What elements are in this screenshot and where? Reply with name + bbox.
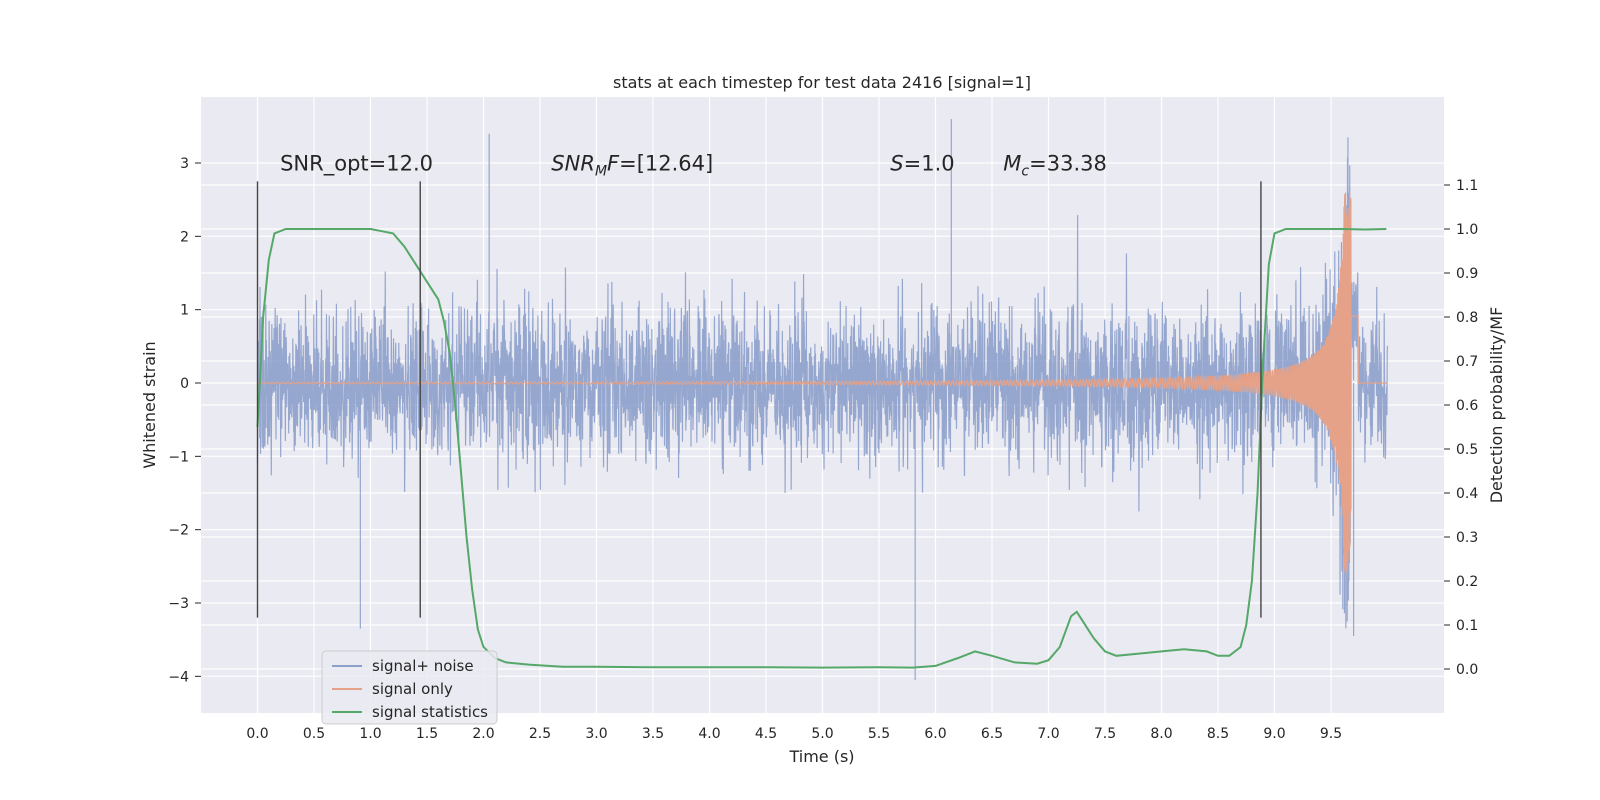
x-tick-label: 3.5 <box>642 726 664 742</box>
x-axis-label: Time (s) <box>788 747 854 766</box>
series-signal-only <box>257 192 1388 574</box>
x-tick-label: 4.0 <box>698 726 720 742</box>
y2-tick-label: 0.2 <box>1456 574 1478 590</box>
x-tick-label: 2.5 <box>529 726 551 742</box>
y2-tick-label: 0.7 <box>1456 354 1478 370</box>
x-tick-label: 8.0 <box>1150 726 1172 742</box>
annotation-text: Mc=33.38 <box>1003 151 1107 179</box>
y-tick-label: −4 <box>168 669 189 685</box>
y2-tick-label: 0.4 <box>1456 486 1478 502</box>
x-tick-label: 9.5 <box>1320 726 1342 742</box>
y-tick-label: 1 <box>180 303 189 319</box>
x-tick-label: 3.0 <box>585 726 607 742</box>
legend-label: signal statistics <box>372 703 488 721</box>
series-signal-statistics <box>256 228 1387 669</box>
series-layer <box>256 119 1389 680</box>
y-axis-ticks: 3 2 1 0 −1 −2 −3 −4 <box>168 156 201 685</box>
annotations: SNR_opt=12.0 SNRMF=[12.64] S=1.0 Mc=33.38 <box>280 151 1107 179</box>
annotation-text: SNR_opt=12.0 <box>280 151 433 176</box>
y-tick-label: −1 <box>168 449 189 465</box>
x-tick-label: 2.0 <box>472 726 494 742</box>
y-tick-label: −2 <box>168 523 189 539</box>
y2-tick-label: 0.6 <box>1456 398 1478 414</box>
vertical-markers <box>256 181 1262 618</box>
legend: signal+ noise signal only signal statistic… <box>321 650 498 725</box>
x-tick-label: 1.5 <box>416 726 438 742</box>
y2-tick-label: 0.9 <box>1456 266 1478 282</box>
annotation-text: S=1.0 <box>890 151 954 175</box>
x-tick-label: 0.5 <box>303 726 325 742</box>
x-tick-label: 9.0 <box>1263 726 1285 742</box>
x-tick-label: 7.5 <box>1094 726 1116 742</box>
y2-tick-label: 0.3 <box>1456 530 1478 546</box>
y2-tick-label: 0.5 <box>1456 442 1478 458</box>
chart-title: stats at each timestep for test data 241… <box>613 73 1031 92</box>
x-tick-label: 7.0 <box>1037 726 1059 742</box>
x-tick-label: 4.5 <box>755 726 777 742</box>
x-tick-label: 5.5 <box>868 726 890 742</box>
y-tick-label: 0 <box>180 376 189 392</box>
y-tick-label: −3 <box>168 596 189 612</box>
y2-tick-label: 1.0 <box>1456 222 1478 238</box>
legend-box <box>321 650 498 725</box>
x-tick-label: 0.0 <box>246 726 268 742</box>
legend-label: signal+ noise <box>372 657 474 675</box>
annotation-text: SNRMF=[12.64] <box>551 151 713 179</box>
y2-axis-ticks: 1.1 1.0 0.9 0.8 0.7 0.6 0.5 0.4 0.3 0.2 0.1 0.0 <box>1444 178 1478 678</box>
y-tick-label: 2 <box>180 229 189 245</box>
y-axis-label: Whitened strain <box>140 341 159 468</box>
y2-tick-label: 0.1 <box>1456 618 1478 634</box>
y-tick-label: 3 <box>180 156 189 172</box>
x-tick-label: 1.0 <box>359 726 381 742</box>
x-tick-label: 8.5 <box>1207 726 1229 742</box>
y2-tick-label: 1.1 <box>1456 178 1478 194</box>
x-tick-label: 6.0 <box>924 726 946 742</box>
y2-tick-label: 0.8 <box>1456 310 1478 326</box>
x-axis-ticks: 0.0 0.5 1.0 1.5 2.0 2.5 3.0 3.5 4.0 4.5 5.0 5.5 6.0 6… <box>246 726 1342 742</box>
x-tick-label: 5.0 <box>811 726 833 742</box>
x-tick-label: 6.5 <box>981 726 1003 742</box>
y2-axis-label: Detection probability/MF <box>1487 307 1506 504</box>
legend-label: signal only <box>372 680 453 698</box>
y2-tick-label: 0.0 <box>1456 662 1478 678</box>
